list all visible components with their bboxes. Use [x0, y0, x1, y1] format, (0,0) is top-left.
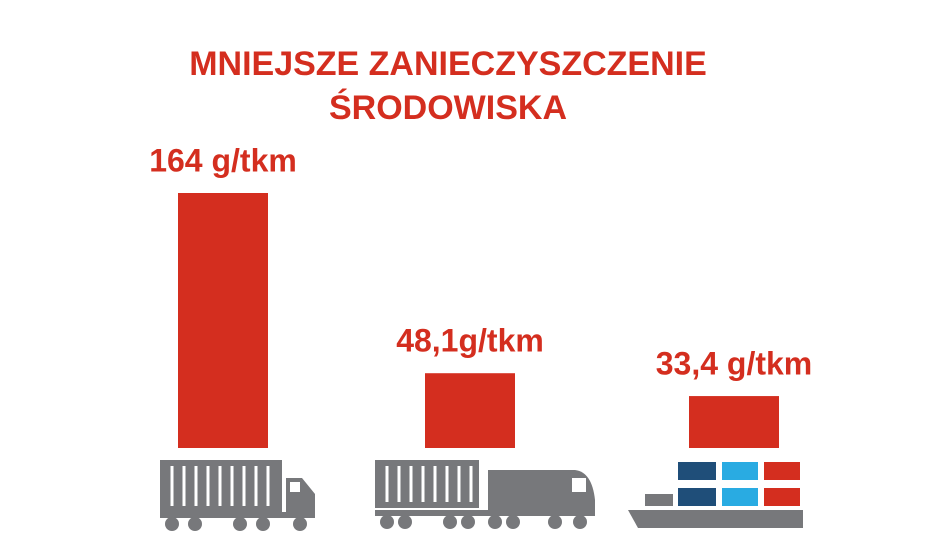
value-label: 164 g/tkm — [149, 142, 297, 178]
value-label: 33,4 g/tkm — [656, 346, 813, 382]
train-icon — [375, 460, 595, 529]
bar — [425, 373, 515, 448]
truck-icon — [160, 460, 315, 531]
value-label: 48,1g/tkm — [396, 323, 544, 359]
chart-title: MNIEJSZE ZANIECZYSZCZENIE — [189, 45, 707, 83]
bar — [689, 396, 779, 448]
chart-title: ŚRODOWISKA — [329, 89, 567, 127]
ship-icon — [628, 462, 803, 528]
bar — [178, 193, 268, 448]
